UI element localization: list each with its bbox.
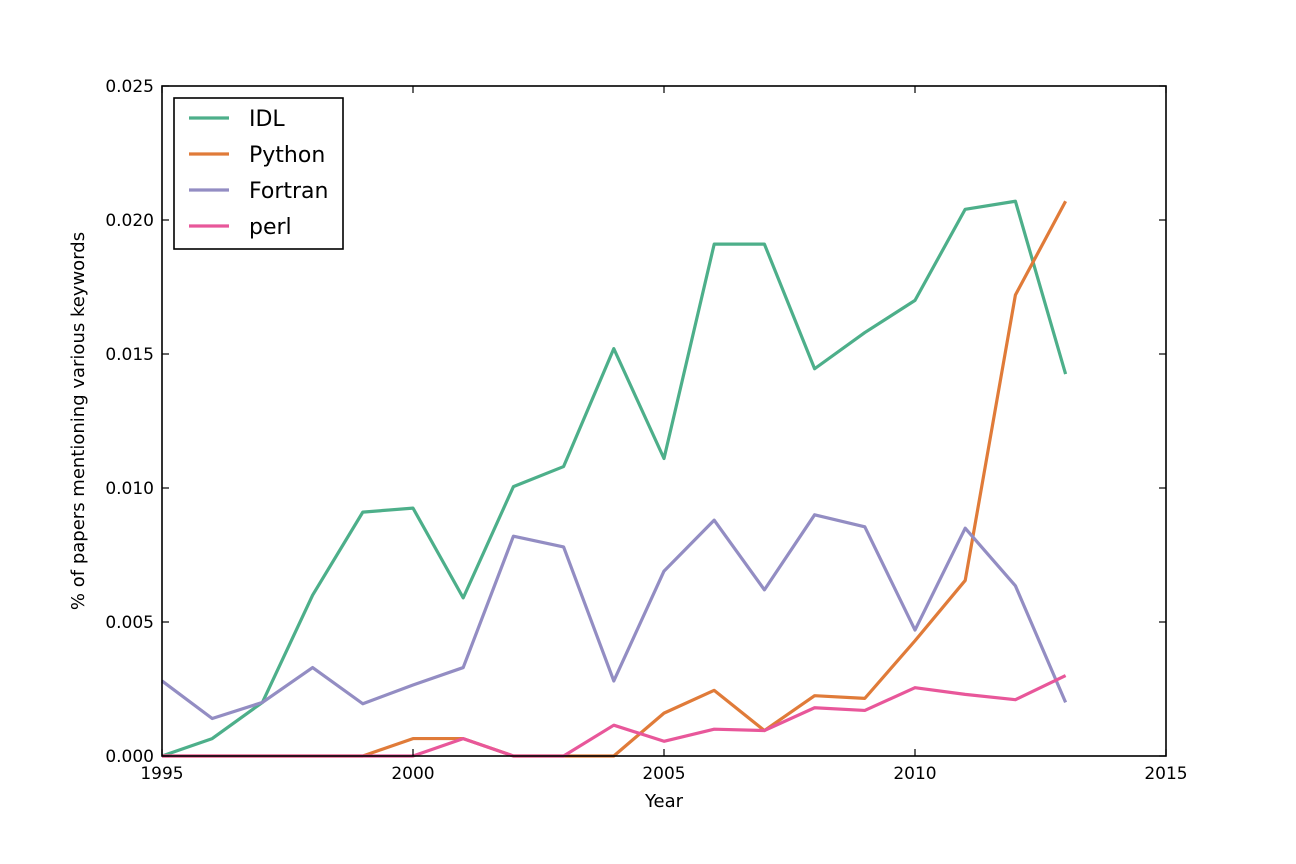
series-line-perl: [162, 674, 1067, 758]
legend-box: [173, 97, 344, 250]
legend-label-python: Python: [249, 143, 325, 168]
series-layer: [161, 199, 1068, 758]
x-tick-label: 2005: [642, 764, 685, 784]
x-axis-label: Year: [644, 791, 684, 812]
y-tick-label: 0.015: [105, 345, 154, 365]
legend: IDL Python Fortran perl: [173, 97, 344, 250]
legend-label-fortran: Fortran: [249, 179, 328, 204]
tick-layer: 1995 2000 2005 2010 2015 0.000 0.005 0.010 0.015…: [105, 77, 1187, 784]
x-tick-label: 2015: [1144, 764, 1187, 784]
series-line-idl: [161, 199, 1068, 758]
series-line-python: [162, 200, 1068, 758]
x-tick-label: 1995: [140, 764, 183, 784]
y-axis-label: % of papers mentioning various keywords: [68, 232, 89, 610]
series-line-fortran: [161, 513, 1068, 721]
x-tick-label: 2010: [893, 764, 936, 784]
x-tick-label: 2000: [391, 764, 434, 784]
y-tick-label: 0.005: [105, 613, 154, 633]
y-tick-label: 0.000: [105, 747, 154, 767]
y-tick-label: 0.010: [105, 479, 154, 499]
legend-items: IDL Python Fortran perl: [189, 107, 328, 240]
y-tick-label: 0.020: [105, 211, 154, 231]
y-tick-label: 0.025: [105, 77, 154, 97]
legend-label-idl: IDL: [249, 107, 285, 132]
legend-label-perl: perl: [249, 215, 292, 240]
